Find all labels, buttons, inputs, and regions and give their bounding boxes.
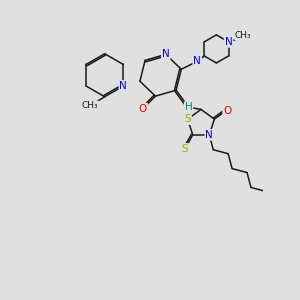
Text: S: S (184, 114, 191, 124)
Text: N: N (162, 50, 169, 59)
Text: O: O (223, 106, 231, 116)
Text: O: O (139, 103, 147, 114)
Text: H: H (185, 102, 192, 112)
Text: CH₃: CH₃ (82, 101, 98, 110)
Text: N: N (225, 37, 232, 47)
Text: S: S (182, 144, 188, 154)
Text: N: N (119, 81, 127, 91)
Text: N: N (206, 130, 213, 140)
Text: CH₃: CH₃ (235, 31, 252, 40)
Text: N: N (193, 56, 201, 66)
